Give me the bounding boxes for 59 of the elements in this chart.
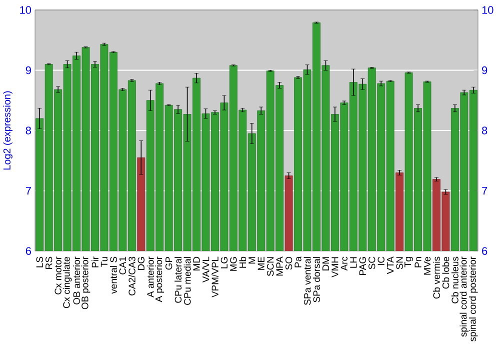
x-tick-label: MVe <box>424 256 431 275</box>
x-tick-label: ventral S <box>110 256 117 294</box>
x-tick-label: DG <box>138 257 144 270</box>
x-tick-label: Arc <box>340 256 348 271</box>
x-tick-label: SN <box>396 257 403 270</box>
x-tick-label: CA2/CA3 <box>128 256 136 296</box>
y2-tick-label: 7 <box>482 186 488 195</box>
x-tick-label: Cb vermis <box>432 256 440 299</box>
x-tick-label: LH <box>350 257 357 268</box>
x-tick-label: A anterior <box>146 256 154 298</box>
y-tick-label: 7 <box>26 186 31 195</box>
y2-tick-label: 10 <box>482 6 494 14</box>
x-tick-label: MG <box>230 257 237 271</box>
x-tick-label: SC <box>368 256 376 270</box>
x-tick-label: Tu <box>100 257 108 267</box>
x-tick-label: PAG <box>359 257 366 275</box>
x-tick-label: Pir <box>92 256 98 268</box>
x-tick-label: VPM/VPL <box>211 256 218 298</box>
x-tick-label: IC <box>378 256 384 266</box>
x-tick-label: DM <box>322 257 329 270</box>
y2-tick-label: 8 <box>482 126 488 134</box>
y-tick-label: 10 <box>20 6 32 14</box>
x-tick-label: MD <box>193 256 200 270</box>
x-tick-label: SCN <box>266 257 274 276</box>
x-tick-label: VMH <box>332 257 338 278</box>
x-tick-label: LG <box>220 257 228 268</box>
x-tick-label: SPa dorsal <box>313 257 320 302</box>
y-tick-label: 8 <box>26 126 31 134</box>
x-tick-label: Pn <box>414 257 422 268</box>
x-tick-label: Cx cingulate <box>62 256 72 308</box>
y2-tick-label: 9 <box>482 66 488 74</box>
x-tick-label: CPu medial <box>184 257 191 305</box>
y2-tick-label: 6 <box>482 247 488 255</box>
y-tick-label: 9 <box>26 66 31 74</box>
x-tick-label: Cb lobe <box>442 256 450 289</box>
y-tick-label: 6 <box>26 247 31 255</box>
x-tick-label: spinal cord posterior <box>468 256 478 342</box>
x-tick-label: SPa ventral <box>304 257 311 305</box>
x-tick-label: OB anterior <box>73 256 80 304</box>
x-tick-label: Pa <box>294 256 302 268</box>
x-tick-label: SO <box>285 256 292 270</box>
x-tick-label: OB posterior <box>81 256 90 310</box>
x-tick-label: VTA <box>387 256 394 274</box>
x-tick-label: spinal cord anterior <box>460 256 469 337</box>
x-tick-label: LS <box>36 256 43 268</box>
y-axis-title: Log2 (expression) <box>3 91 12 170</box>
x-tick-label: MPA <box>276 256 283 276</box>
x-tick-label: CPu lateral <box>174 257 182 303</box>
x-tick-label: M <box>248 257 256 264</box>
x-tick-label: GP <box>165 256 172 270</box>
x-tick-label: CA1 <box>119 256 126 274</box>
x-tick-label: Cb nucleus <box>451 256 458 304</box>
x-tick-label: RS <box>45 256 52 269</box>
x-tick-label: Cx motor <box>54 256 62 294</box>
x-tick-label: Tg <box>404 257 414 268</box>
x-tick-label: ME <box>258 256 264 270</box>
x-tick-label: A posterior <box>155 256 164 302</box>
x-tick-label: VA/VL <box>202 256 210 283</box>
x-tick-label: Hb <box>239 256 246 268</box>
